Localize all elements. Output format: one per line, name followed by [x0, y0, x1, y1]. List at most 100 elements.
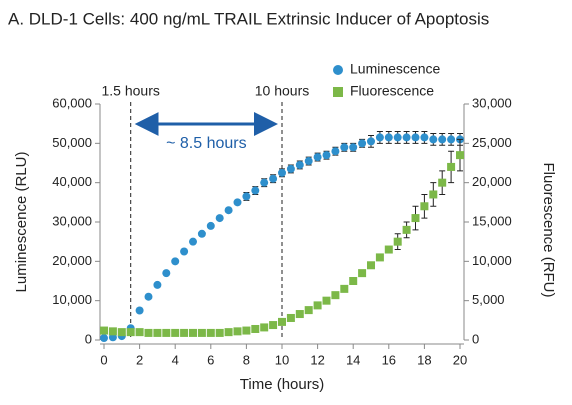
x-tick-label: 18 [417, 352, 431, 367]
data-point [260, 323, 269, 332]
data-point [340, 143, 349, 152]
data-point [322, 296, 331, 305]
y2-tick-label: 25,000 [472, 135, 512, 150]
data-point [286, 313, 295, 322]
data-point [331, 291, 340, 300]
x-tick-label: 6 [207, 352, 214, 367]
data-point [197, 328, 206, 337]
data-point [171, 328, 180, 337]
data-point [108, 327, 117, 336]
data-point [251, 324, 260, 333]
data-point [295, 310, 304, 319]
y2-tick-label: 30,000 [472, 95, 512, 110]
data-point [286, 164, 295, 173]
data-point [367, 261, 375, 270]
data-point [358, 269, 367, 278]
x-tick-label: 10 [275, 352, 289, 367]
data-point [367, 137, 375, 146]
data-point [384, 133, 393, 142]
data-point [135, 306, 144, 315]
y-axis-label: Luminescence (RLU) [13, 152, 30, 293]
span-label: ~ 8.5 hours [166, 135, 247, 152]
y-tick-label: 10,000 [52, 292, 92, 307]
data-point [402, 133, 411, 142]
data-point [447, 162, 456, 171]
data-point [438, 135, 447, 144]
y-tick-label: 60,000 [52, 95, 92, 110]
data-point [278, 168, 286, 177]
data-point [153, 328, 162, 337]
data-point [269, 174, 278, 183]
y2-axis-label: Fluorescence (RFU) [540, 162, 557, 297]
data-point [189, 328, 197, 337]
x-tick-label: 0 [100, 352, 107, 367]
legend-label: Luminescence [350, 61, 440, 77]
legend-label: Fluorescence [350, 83, 434, 99]
data-point [269, 321, 278, 330]
x-tick-label: 12 [310, 352, 324, 367]
data-point [349, 277, 358, 285]
y-tick-label: 50,000 [52, 135, 92, 150]
data-point [375, 253, 384, 262]
data-point [411, 133, 420, 142]
data-point [313, 301, 322, 310]
data-point [384, 245, 393, 254]
data-point [233, 198, 242, 207]
data-point [242, 326, 251, 335]
x-tick-label: 4 [172, 352, 179, 367]
y-tick-label: 30,000 [52, 213, 92, 228]
legend-marker [333, 65, 343, 75]
data-point [144, 328, 153, 337]
x-tick-label: 20 [453, 352, 467, 367]
data-point [358, 139, 367, 148]
data-point [456, 151, 464, 160]
data-point [313, 153, 322, 162]
data-point [304, 157, 313, 166]
data-point [224, 206, 233, 215]
data-point [100, 326, 108, 335]
data-point [126, 328, 135, 337]
data-point [304, 306, 313, 315]
data-point [393, 133, 402, 142]
data-point [393, 237, 402, 246]
chart-title: A. DLD-1 Cells: 400 ng/mL TRAIL Extrinsi… [8, 9, 489, 28]
data-point [429, 190, 438, 199]
data-point [278, 317, 286, 326]
data-point [233, 327, 242, 336]
data-point [260, 178, 269, 187]
x-axis-label: Time (hours) [240, 376, 324, 393]
y2-tick-label: 10,000 [472, 253, 512, 268]
data-point [295, 160, 304, 169]
data-point [340, 284, 349, 293]
x-tick-label: 8 [243, 352, 250, 367]
data-point [180, 328, 189, 337]
data-point [135, 328, 144, 337]
data-point [322, 151, 331, 160]
y-tick-label: 20,000 [52, 253, 92, 268]
x-tick-label: 16 [382, 352, 396, 367]
reference-label: 10 hours [255, 83, 309, 99]
x-tick-label: 2 [136, 352, 143, 367]
y2-tick-label: 5,000 [472, 292, 505, 307]
data-point [144, 292, 153, 301]
data-point [197, 229, 206, 238]
data-point [411, 214, 420, 223]
data-point [420, 202, 429, 211]
data-point [189, 237, 197, 246]
data-point [171, 257, 180, 266]
reference-label: 1.5 hours [102, 83, 160, 99]
data-point [242, 192, 251, 201]
data-point [153, 280, 162, 289]
x-tick-label: 14 [346, 352, 360, 367]
data-point [215, 328, 224, 337]
data-point [180, 247, 189, 256]
data-point [117, 328, 126, 337]
data-point [215, 214, 224, 223]
data-point [447, 135, 456, 144]
data-point [349, 143, 358, 152]
data-point [224, 328, 233, 337]
data-point [438, 178, 447, 187]
data-point [206, 221, 215, 230]
data-point [162, 328, 171, 337]
